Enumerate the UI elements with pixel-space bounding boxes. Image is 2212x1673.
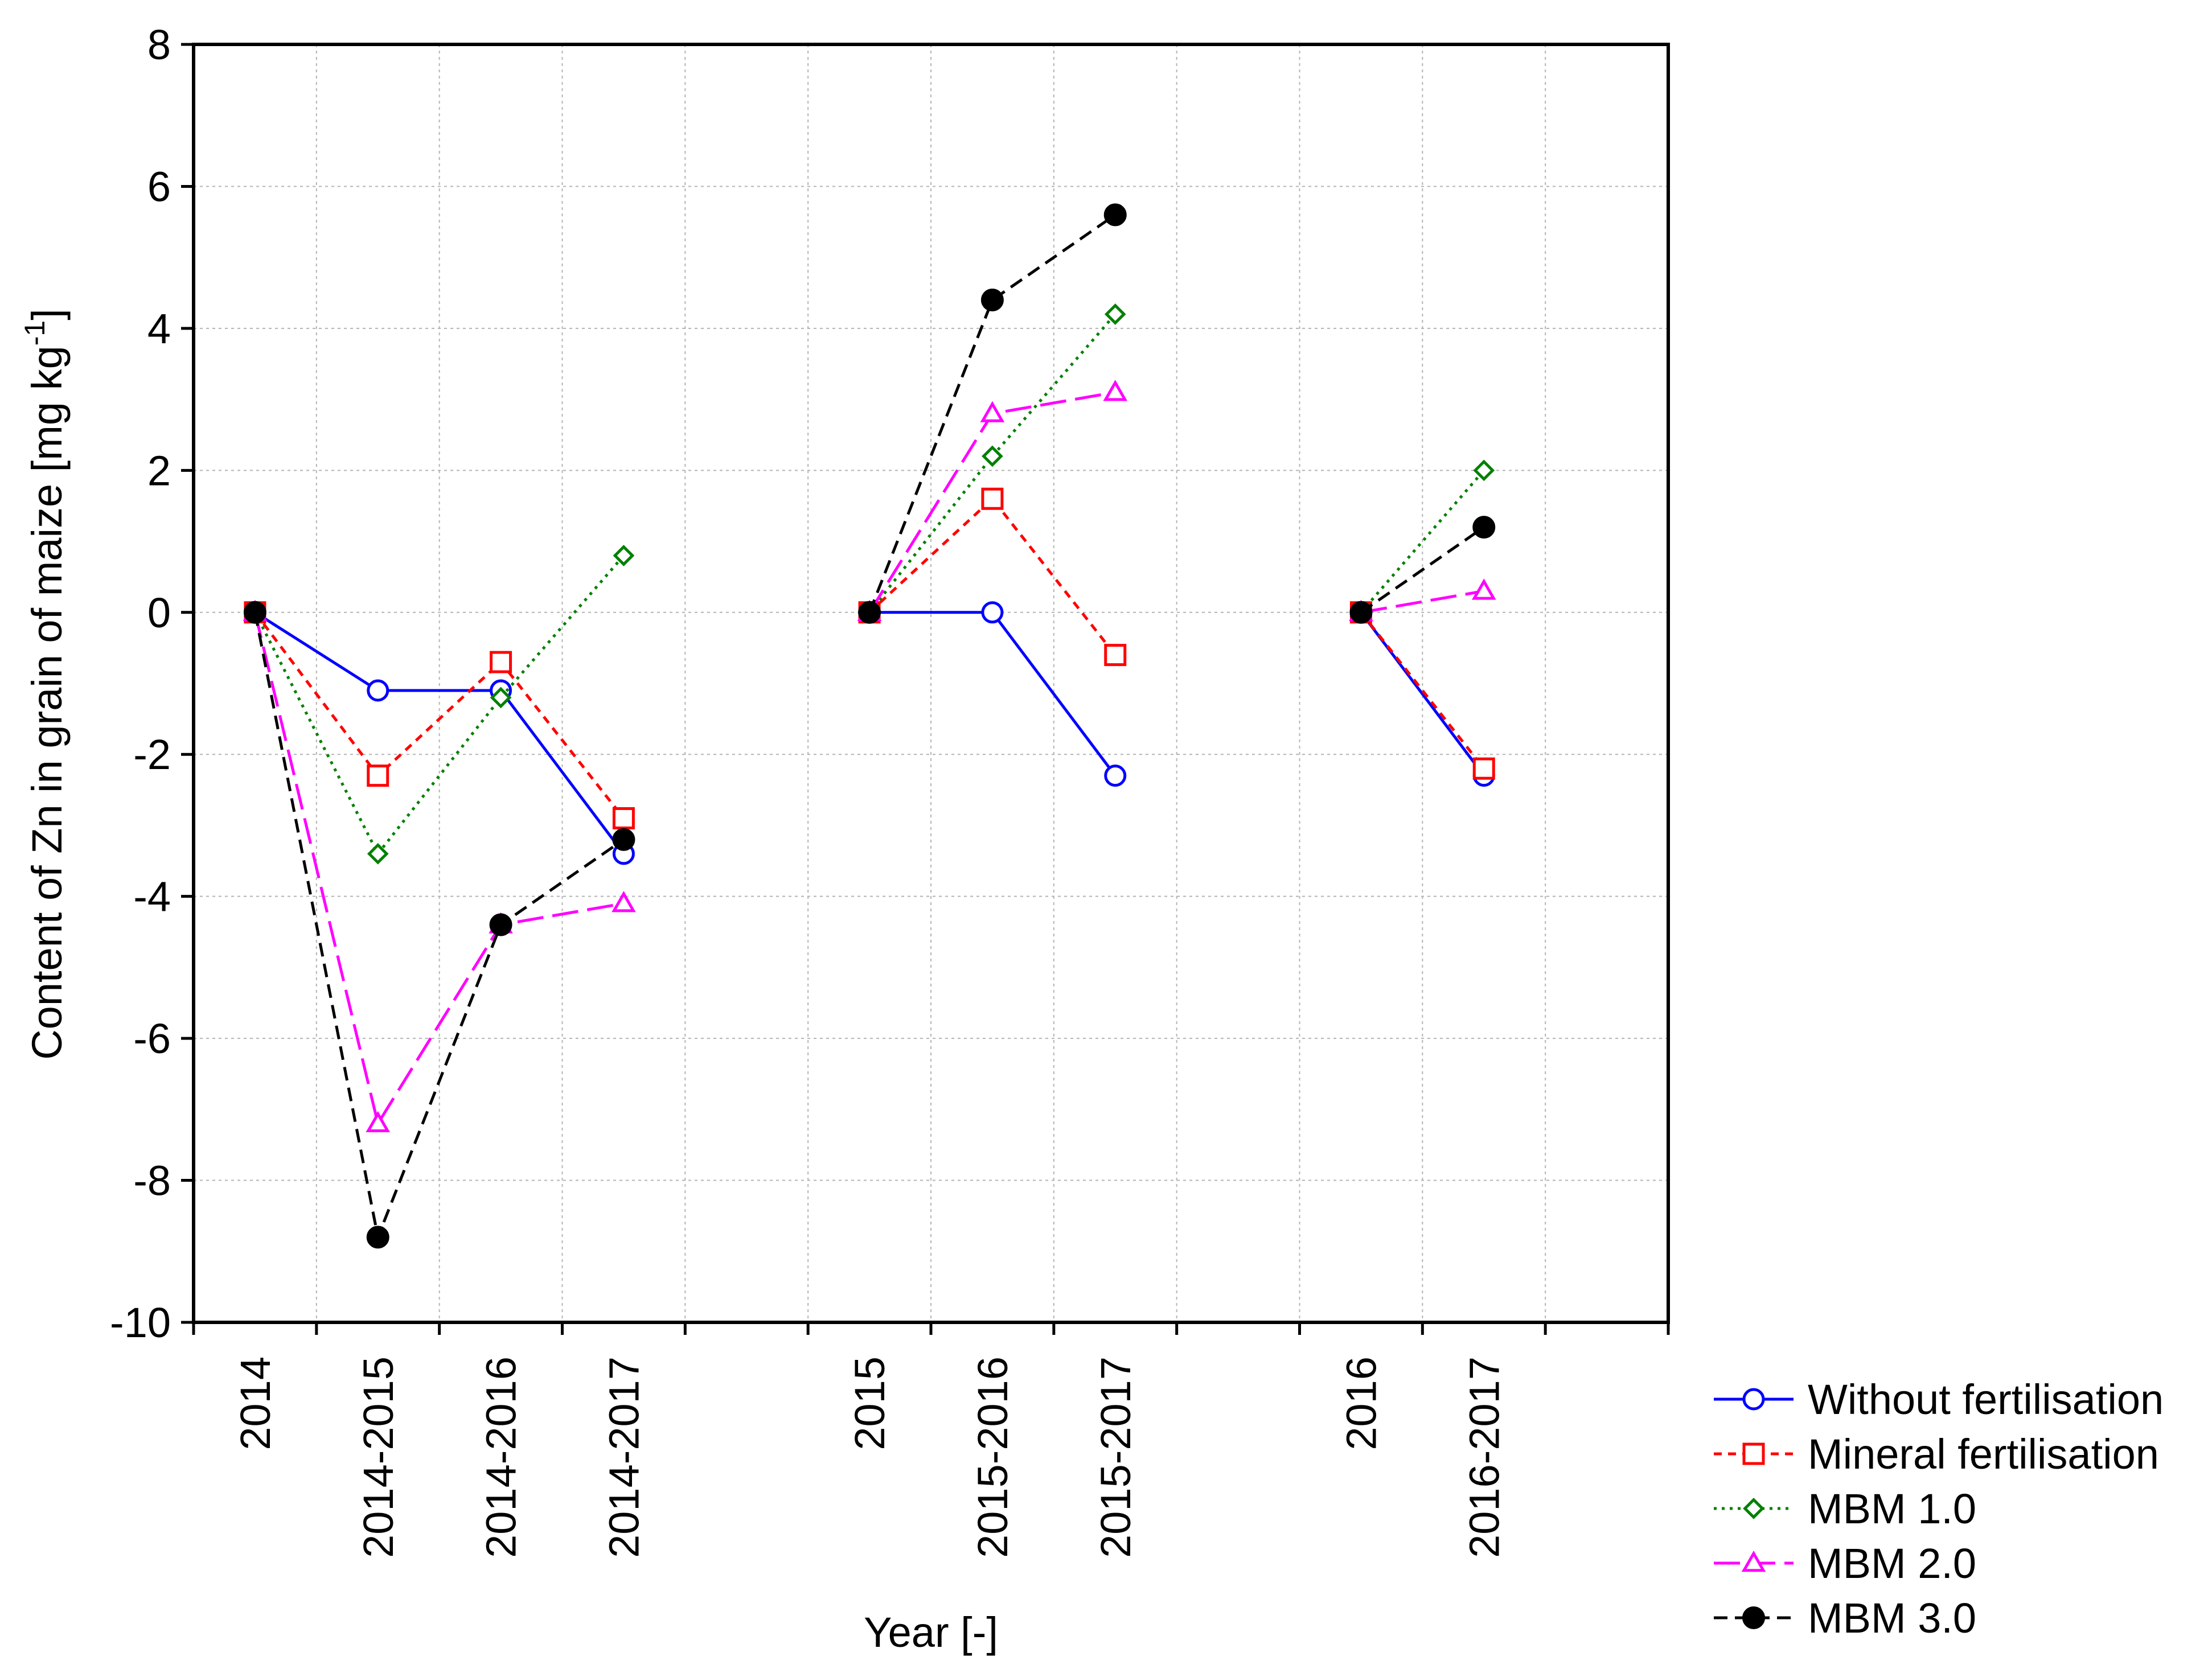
series-layer <box>243 203 1496 1249</box>
x-tick-label: 2014 <box>232 1357 279 1450</box>
marker-filled-circle <box>980 289 1004 311</box>
legend: Without fertilisation Mineral fertilisati… <box>1714 1376 2164 1642</box>
legend-label: MBM 2.0 <box>1808 1540 1976 1587</box>
marker-triangle <box>612 891 636 912</box>
y-tick-label: -4 <box>133 873 171 920</box>
x-tick-label: 2016 <box>1337 1357 1385 1450</box>
marker-diamond <box>982 445 1003 467</box>
y-axis-label-main: Content of Zn in grain of maize [mg kg <box>23 346 71 1060</box>
series-group <box>243 380 1496 1133</box>
marker-square <box>367 764 389 787</box>
marker-triangle <box>1471 578 1496 600</box>
y-tick-label: 6 <box>147 163 171 210</box>
marker-diamond <box>367 842 389 865</box>
series-line <box>253 611 625 820</box>
grid <box>194 44 1668 1322</box>
series-line <box>1360 611 1485 770</box>
series-group <box>244 601 1495 865</box>
series-line <box>253 612 624 1125</box>
marker-filled-circle <box>1742 1606 1765 1629</box>
y-axis-label: Content of Zn in grain of maize [mg kg-1… <box>19 309 71 1060</box>
legend-item: MBM 1.0 <box>1714 1485 1976 1532</box>
marker-filled-circle <box>612 828 635 851</box>
marker-square <box>1742 1442 1765 1465</box>
series-line <box>869 611 1117 777</box>
legend-item: Without fertilisation <box>1714 1376 2164 1423</box>
x-tick-label: 2014-2016 <box>478 1357 525 1558</box>
series-group <box>243 203 1496 1249</box>
marker-circle <box>1104 764 1127 787</box>
y-tick-label: -8 <box>133 1157 171 1205</box>
legend-label: MBM 1.0 <box>1808 1485 1976 1532</box>
x-tick-label: 2014-2017 <box>600 1357 647 1558</box>
legend-item: MBM 3.0 <box>1714 1594 1976 1642</box>
x-axis: 2014 2014-2015 2014-2016 2014-2017 2015 2015-… <box>192 1322 1670 1558</box>
x-tick-label: 2015-2016 <box>969 1357 1016 1558</box>
legend-item: Mineral fertilisation <box>1714 1431 2159 1478</box>
legend-label: Without fertilisation <box>1808 1376 2164 1423</box>
x-tick-label: 2014-2015 <box>355 1357 402 1558</box>
marker-circle <box>367 679 389 702</box>
marker-filled-circle <box>1349 601 1373 624</box>
marker-triangle <box>1103 380 1128 401</box>
marker-square <box>1472 757 1495 780</box>
series-line <box>1360 589 1484 614</box>
y-tick-label: -6 <box>133 1015 171 1062</box>
y-tick-label: 2 <box>147 447 171 494</box>
y-tick-label: 4 <box>147 305 171 352</box>
series-line <box>868 497 1117 656</box>
series-group <box>244 303 1495 865</box>
series-line <box>253 612 625 1239</box>
legend-label: MBM 3.0 <box>1808 1594 1976 1642</box>
marker-triangle <box>366 1111 391 1133</box>
marker-diamond <box>490 687 512 709</box>
series-line <box>868 213 1117 613</box>
y-axis-label-close: ] <box>23 309 71 320</box>
marker-square <box>490 651 512 673</box>
marker-diamond <box>1104 303 1126 325</box>
x-tick-label: 2016-2017 <box>1460 1357 1508 1558</box>
x-axis-label: Year [-] <box>864 1609 998 1656</box>
y-tick-label: 0 <box>147 589 171 636</box>
marker-square <box>612 807 635 829</box>
x-tick-label: 2015-2017 <box>1092 1357 1139 1558</box>
legend-item: MBM 2.0 <box>1714 1540 1976 1587</box>
legend-label: Mineral fertilisation <box>1808 1431 2159 1478</box>
marker-diamond <box>1743 1498 1764 1519</box>
y-tick-label: 8 <box>147 21 171 68</box>
marker-square <box>981 487 1004 510</box>
marker-filled-circle <box>1472 516 1496 539</box>
marker-circle <box>1742 1388 1765 1411</box>
marker-diamond <box>613 545 635 566</box>
series-group <box>244 487 1495 829</box>
marker-filled-circle <box>366 1226 389 1249</box>
y-axis: -10 -8 -6 -4 -2 0 2 4 6 8 <box>110 21 194 1346</box>
series-line <box>868 313 1117 614</box>
series-line <box>254 611 625 855</box>
marker-filled-circle <box>858 601 881 624</box>
y-tick-label: -10 <box>110 1299 171 1346</box>
series-line <box>1360 526 1485 614</box>
y-axis-label-superscript: -1 <box>19 320 51 346</box>
y-tick-label: -2 <box>133 731 171 778</box>
x-tick-label: 2015 <box>846 1357 893 1450</box>
marker-triangle <box>1741 1550 1766 1572</box>
marker-square <box>1104 644 1127 667</box>
marker-filled-circle <box>243 601 266 624</box>
marker-circle <box>981 601 1004 624</box>
marker-triangle <box>980 401 1005 422</box>
marker-filled-circle <box>1103 203 1127 227</box>
marker-diamond <box>1473 459 1495 482</box>
marker-filled-circle <box>489 913 512 936</box>
